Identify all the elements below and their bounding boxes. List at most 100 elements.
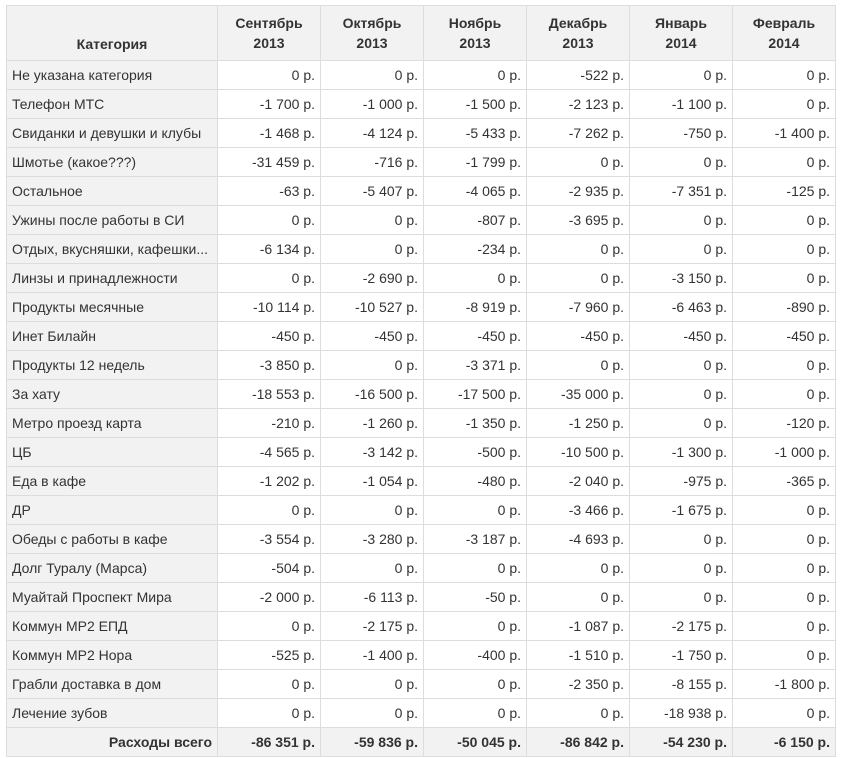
- amount-cell: -1 675 р.: [629, 495, 733, 525]
- month-column-header[interactable]: Ноябрь 2013: [423, 5, 527, 61]
- amount-cell: -522 р.: [526, 60, 630, 90]
- amount-cell: 0 р.: [526, 350, 630, 380]
- amount-cell: 0 р.: [732, 147, 836, 177]
- amount-cell: -63 р.: [217, 176, 321, 206]
- month-column-header[interactable]: Январь 2014: [629, 5, 733, 61]
- amount-cell: 0 р.: [732, 205, 836, 235]
- amount-cell: -1 468 р.: [217, 118, 321, 148]
- month-column-header[interactable]: Октябрь 2013: [320, 5, 424, 61]
- amount-cell: -500 р.: [423, 437, 527, 467]
- amount-cell: 0 р.: [732, 350, 836, 380]
- amount-cell: 0 р.: [320, 698, 424, 728]
- amount-cell: 0 р.: [217, 611, 321, 641]
- amount-cell: 0 р.: [629, 553, 733, 583]
- amount-cell: -7 262 р.: [526, 118, 630, 148]
- amount-cell: -1 260 р.: [320, 408, 424, 438]
- amount-cell: -125 р.: [732, 176, 836, 206]
- table-row: Шмотье (какое???) -31 459 р. -716 р. -1 799…: [6, 147, 836, 177]
- amount-cell: -504 р.: [217, 553, 321, 583]
- table-row: Обеды с работы в кафе -3 554 р. -3 280 р. -…: [6, 524, 836, 554]
- month-column-header[interactable]: Февраль 2014: [732, 5, 836, 61]
- amount-cell: -450 р.: [526, 321, 630, 351]
- amount-cell: 0 р.: [526, 263, 630, 293]
- amount-cell: -1 800 р.: [732, 669, 836, 699]
- total-amount-cell: -6 150 р.: [732, 727, 836, 757]
- category-cell: Ужины после работы в СИ: [6, 205, 218, 235]
- amount-cell: -2 350 р.: [526, 669, 630, 699]
- amount-cell: -234 р.: [423, 234, 527, 264]
- month-column-header[interactable]: Сентябрь 2013: [217, 5, 321, 61]
- amount-cell: 0 р.: [217, 263, 321, 293]
- amount-cell: -4 065 р.: [423, 176, 527, 206]
- amount-cell: 0 р.: [629, 205, 733, 235]
- total-amount-cell: -54 230 р.: [629, 727, 733, 757]
- amount-cell: 0 р.: [732, 582, 836, 612]
- amount-cell: 0 р.: [217, 495, 321, 525]
- amount-cell: -4 565 р.: [217, 437, 321, 467]
- amount-cell: -1 000 р.: [320, 89, 424, 119]
- category-cell: Продукты 12 недель: [6, 350, 218, 380]
- amount-cell: 0 р.: [423, 553, 527, 583]
- amount-cell: 0 р.: [629, 350, 733, 380]
- amount-cell: 0 р.: [732, 379, 836, 409]
- amount-cell: -3 466 р.: [526, 495, 630, 525]
- amount-cell: -2 000 р.: [217, 582, 321, 612]
- table-row: Свиданки и девушки и клубы -1 468 р. -4 12…: [6, 118, 836, 148]
- amount-cell: -3 280 р.: [320, 524, 424, 554]
- amount-cell: -3 187 р.: [423, 524, 527, 554]
- amount-cell: -975 р.: [629, 466, 733, 496]
- table-row: ДР 0 р. 0 р. 0 р. -3 466 р. -1 675 р. 0 р.: [6, 495, 836, 525]
- category-cell: Обеды с работы в кафе: [6, 524, 218, 554]
- amount-cell: 0 р.: [423, 698, 527, 728]
- total-amount-cell: -59 836 р.: [320, 727, 424, 757]
- header-row: Категория Сентябрь 2013 Октябрь 2013 Ноябрь 2…: [6, 5, 836, 61]
- amount-cell: -1 300 р.: [629, 437, 733, 467]
- category-cell: Инет Билайн: [6, 321, 218, 351]
- amount-cell: -4 693 р.: [526, 524, 630, 554]
- amount-cell: -7 351 р.: [629, 176, 733, 206]
- category-cell: Отдых, вкусняшки, кафешки...: [6, 234, 218, 264]
- amount-cell: 0 р.: [732, 698, 836, 728]
- month-column-header[interactable]: Декабрь 2013: [526, 5, 630, 61]
- amount-cell: 0 р.: [732, 495, 836, 525]
- amount-cell: -450 р.: [423, 321, 527, 351]
- month-name: Декабрь: [548, 15, 608, 31]
- category-cell: За хату: [6, 379, 218, 409]
- amount-cell: -450 р.: [732, 321, 836, 351]
- amount-cell: 0 р.: [732, 611, 836, 641]
- amount-cell: 0 р.: [320, 553, 424, 583]
- month-year: 2014: [768, 35, 800, 51]
- amount-cell: 0 р.: [629, 147, 733, 177]
- amount-cell: -400 р.: [423, 640, 527, 670]
- amount-cell: -6 463 р.: [629, 292, 733, 322]
- amount-cell: -4 124 р.: [320, 118, 424, 148]
- amount-cell: 0 р.: [320, 234, 424, 264]
- month-name: Сентябрь: [235, 15, 303, 31]
- amount-cell: -35 000 р.: [526, 379, 630, 409]
- amount-cell: 0 р.: [423, 611, 527, 641]
- table-header: Категория Сентябрь 2013 Октябрь 2013 Ноябрь 2…: [6, 5, 836, 61]
- amount-cell: 0 р.: [526, 147, 630, 177]
- table-row: Не указана категория 0 р. 0 р. 0 р. -522 р. 0…: [6, 60, 836, 90]
- amount-cell: 0 р.: [732, 524, 836, 554]
- amount-cell: -10 114 р.: [217, 292, 321, 322]
- amount-cell: -750 р.: [629, 118, 733, 148]
- category-cell: Телефон МТС: [6, 89, 218, 119]
- category-cell: Остальное: [6, 176, 218, 206]
- amount-cell: 0 р.: [732, 640, 836, 670]
- amount-cell: -2 123 р.: [526, 89, 630, 119]
- category-cell: ЦБ: [6, 437, 218, 467]
- total-label: Расходы всего: [6, 727, 218, 757]
- amount-cell: -1 510 р.: [526, 640, 630, 670]
- amount-cell: 0 р.: [423, 263, 527, 293]
- amount-cell: -450 р.: [217, 321, 321, 351]
- amount-cell: 0 р.: [629, 234, 733, 264]
- table-row: Ужины после работы в СИ 0 р. 0 р. -807 р. -3…: [6, 205, 836, 235]
- total-row: Расходы всего -86 351 р. -59 836 р. -50 04…: [6, 727, 836, 757]
- table-row: Отдых, вкусняшки, кафешки... -6 134 р. 0 р…: [6, 234, 836, 264]
- amount-cell: -17 500 р.: [423, 379, 527, 409]
- category-column-header[interactable]: Категория: [6, 5, 218, 61]
- table-row: Остальное -63 р. -5 407 р. -4 065 р. -2 935 …: [6, 176, 836, 206]
- month-year: 2013: [356, 35, 388, 51]
- amount-cell: -18 938 р.: [629, 698, 733, 728]
